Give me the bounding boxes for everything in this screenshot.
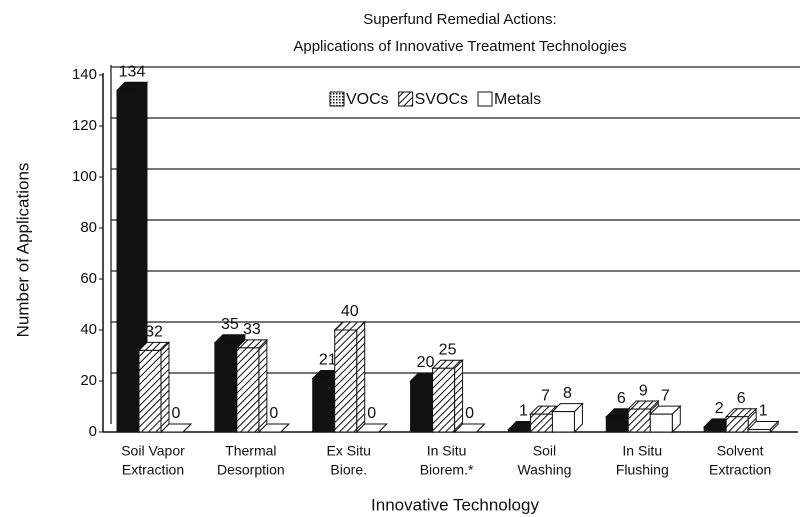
data-label: 0: [465, 405, 474, 422]
data-label: 0: [172, 405, 181, 422]
bar: [507, 428, 531, 433]
data-label: 6: [617, 390, 626, 407]
y-tick-label: 80: [80, 219, 97, 236]
data-label: 32: [145, 324, 163, 341]
x-tick-label: Extraction: [709, 462, 771, 478]
bar: [334, 329, 358, 433]
y-tick-label: 0: [89, 423, 97, 440]
bar: [312, 377, 336, 433]
legend-swatch: [398, 91, 414, 107]
legend-label: SVOCs: [415, 91, 468, 108]
x-axis-title: Innovative Technology: [371, 495, 539, 514]
bar-top: [355, 423, 388, 433]
y-tick-label: 140: [72, 66, 97, 83]
data-label: 0: [269, 405, 278, 422]
y-tick-label: 60: [80, 270, 97, 287]
x-tick-label: Washing: [517, 462, 571, 478]
bar-side: [454, 359, 464, 434]
data-label: 21: [319, 352, 337, 369]
legend-label: Metals: [494, 91, 541, 108]
y-tick-label: 40: [80, 321, 97, 338]
bar: [627, 408, 651, 433]
x-tick-label: Solvent: [717, 443, 764, 459]
bar: [214, 342, 238, 433]
bar: [725, 416, 749, 433]
bar: [138, 349, 162, 433]
y-tick-label: 100: [72, 168, 97, 185]
x-tick-label: Flushing: [616, 462, 669, 478]
bar-side: [258, 338, 268, 434]
legend-label: VOCs: [346, 91, 389, 108]
legend-swatch: [329, 91, 345, 107]
y-tick-label: 20: [80, 372, 97, 389]
data-label: 0: [367, 405, 376, 422]
x-tick-label: In Situ: [427, 443, 467, 459]
bar: [551, 411, 575, 433]
x-tick-label: Biorem.*: [420, 462, 474, 478]
data-label: 2: [715, 400, 724, 417]
data-label: 7: [661, 387, 670, 404]
bar-top: [453, 423, 486, 433]
x-tick-label: Desorption: [217, 462, 285, 478]
bar-top: [257, 423, 291, 433]
bar: [703, 426, 727, 433]
data-label: 9: [639, 382, 648, 399]
x-tick-label: Soil: [533, 443, 556, 459]
x-tick-label: Thermal: [225, 443, 276, 459]
bar: [747, 428, 771, 433]
bar-side: [160, 341, 170, 434]
bar-top: [159, 423, 193, 433]
bar: [236, 347, 260, 433]
bar: [116, 89, 140, 433]
x-tick-label: Soil Vapor: [121, 443, 185, 459]
legend-swatch: [477, 91, 493, 107]
bar: [432, 367, 456, 433]
data-label: 35: [221, 316, 239, 333]
bar: [410, 380, 434, 433]
chart-title: Applications of Innovative Treatment Tec…: [293, 38, 626, 55]
data-label: 40: [341, 303, 359, 320]
bar: [605, 416, 629, 433]
x-tick-label: Ex Situ: [327, 443, 371, 459]
data-label: 6: [737, 390, 746, 407]
data-label: 1: [519, 403, 528, 420]
data-label: 20: [417, 354, 435, 371]
data-label: 7: [541, 387, 550, 404]
bar: [529, 413, 553, 433]
data-label: 8: [563, 385, 572, 402]
chart-title: Superfund Remedial Actions:: [363, 11, 556, 28]
bar-side: [356, 320, 366, 434]
data-label: 134: [119, 64, 146, 81]
y-axis-title: Number of Applications: [13, 163, 32, 338]
data-label: 25: [439, 341, 457, 358]
data-label: 33: [243, 321, 261, 338]
x-tick-label: In Situ: [622, 443, 662, 459]
x-tick-label: Biore.: [330, 462, 367, 478]
data-label: 1: [759, 403, 768, 420]
y-tick-label: 120: [72, 117, 97, 134]
x-tick-label: Extraction: [122, 462, 184, 478]
bar: [649, 413, 673, 433]
